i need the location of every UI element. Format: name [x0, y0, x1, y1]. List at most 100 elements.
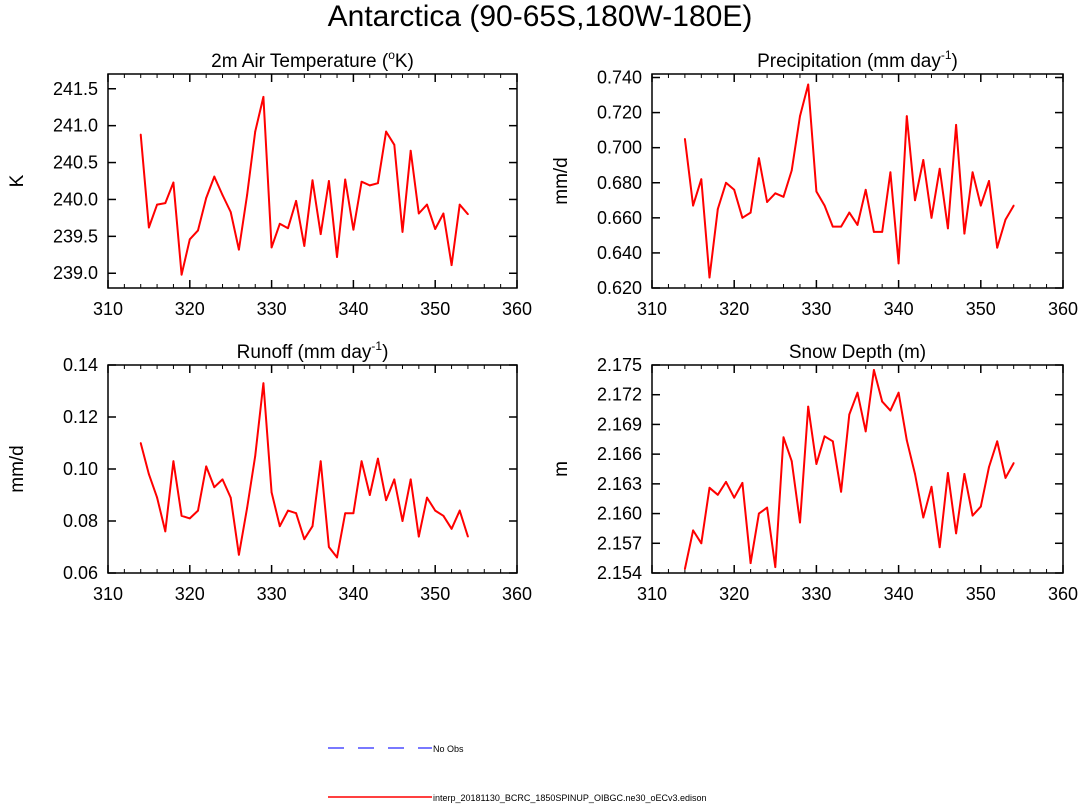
data-point: [774, 192, 777, 195]
panel-3: 310 320 330 340 350 360 0.06 0.08 0.10 0.12 0.14 Ru…: [7, 339, 532, 604]
data-point: [336, 556, 338, 559]
data-point: [807, 83, 810, 86]
panel-title: Runoff (mm day-1): [237, 339, 389, 363]
data-point: [409, 478, 412, 481]
data-point: [450, 264, 453, 267]
panel-1: 310 320 330 340 350 360 239.0 239.5 240.0 240.5 24…: [7, 48, 532, 319]
data-point: [831, 440, 834, 443]
data-point: [188, 517, 191, 520]
data-point: [790, 169, 793, 172]
data-point: [180, 273, 183, 276]
data-point: [295, 512, 298, 515]
data-point: [205, 197, 208, 199]
x-tick-label: 310: [637, 584, 667, 604]
data-point: [197, 509, 199, 512]
data-point: [426, 496, 428, 499]
plot-frame: [651, 364, 1064, 574]
data-point: [914, 199, 916, 202]
data-point: [442, 212, 445, 215]
data-point: [1012, 204, 1015, 207]
data-point: [733, 496, 736, 499]
data-point: [221, 478, 224, 481]
data-point: [766, 201, 768, 203]
data-point: [327, 180, 330, 182]
data-point: [716, 493, 719, 496]
y-tick-label: 0.660: [597, 208, 642, 228]
y-tick-label: 0.640: [597, 243, 642, 263]
data-point: [741, 481, 744, 484]
data-point: [840, 225, 842, 228]
data-point: [799, 115, 801, 117]
data-point: [327, 546, 330, 548]
data-point: [757, 157, 760, 160]
series-line: [683, 369, 1015, 570]
data-point: [319, 460, 322, 463]
y-tick-label: 0.14: [63, 355, 98, 375]
data-point: [971, 514, 974, 517]
data-point: [311, 179, 314, 182]
x-tick-label: 350: [966, 584, 996, 604]
data-point: [848, 211, 851, 214]
panel-title-tail: ): [952, 51, 958, 72]
data-point: [417, 535, 420, 538]
data-point: [352, 512, 355, 515]
data-point: [139, 133, 142, 136]
data-point: [180, 514, 183, 517]
x-tick-label: 330: [257, 584, 287, 604]
data-point: [393, 143, 396, 146]
y-tick-label: 241.5: [53, 79, 98, 99]
data-point: [303, 538, 306, 541]
data-point: [930, 216, 933, 219]
data-point: [417, 212, 420, 215]
data-point: [385, 499, 388, 502]
panel-title: 2m Air Temperature (oK): [211, 48, 414, 72]
data-point: [757, 512, 760, 515]
data-point: [905, 439, 908, 442]
data-point: [947, 472, 949, 474]
data-point: [725, 480, 727, 483]
data-point: [319, 233, 322, 236]
data-point: [1004, 477, 1007, 479]
data-point: [831, 225, 834, 228]
data-point: [848, 413, 851, 416]
y-axis-label: mm/d: [7, 445, 28, 493]
y-tick-label: 0.740: [597, 68, 642, 88]
plot-frame: [651, 73, 1064, 289]
data-point: [393, 478, 396, 481]
data-point: [864, 188, 867, 191]
data-point: [344, 512, 347, 515]
x-tick-label: 340: [338, 299, 368, 319]
data-point: [963, 473, 966, 475]
data-point: [156, 203, 158, 206]
data-point: [139, 442, 142, 444]
data-point: [246, 194, 248, 196]
data-point: [864, 430, 867, 433]
data-point: [360, 460, 363, 463]
data-point: [873, 369, 875, 371]
data-point: [156, 496, 158, 499]
data-point: [708, 486, 711, 489]
x-tick-label: 320: [175, 584, 205, 604]
data-point: [262, 95, 265, 98]
y-tick-label: 0.680: [597, 173, 642, 193]
data-point: [955, 532, 958, 535]
y-tick-label: 240.5: [53, 153, 98, 173]
y-axis-label: K: [7, 174, 28, 187]
panel-title-superscript: o: [388, 48, 395, 62]
y-tick-label: 239.5: [53, 226, 98, 246]
data-point: [467, 535, 469, 538]
data-point: [377, 457, 379, 460]
data-point: [467, 213, 469, 216]
data-point: [996, 440, 999, 443]
data-point: [979, 204, 982, 207]
data-point: [749, 562, 752, 564]
data-point: [790, 460, 793, 462]
data-point: [930, 485, 933, 488]
data-point: [458, 509, 461, 512]
data-point: [360, 180, 363, 183]
x-tick-label: 330: [801, 584, 831, 604]
data-point: [278, 525, 281, 528]
data-point: [401, 520, 404, 522]
x-tick-label: 350: [420, 299, 450, 319]
